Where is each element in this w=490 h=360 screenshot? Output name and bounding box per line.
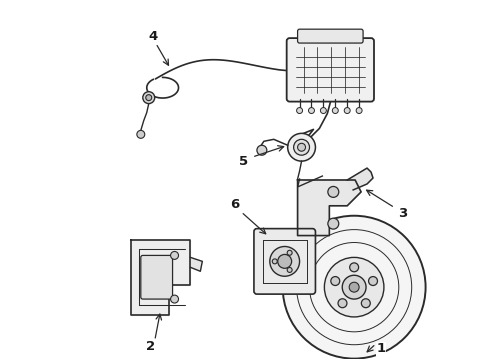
Text: 1: 1: [376, 342, 386, 355]
Circle shape: [294, 139, 310, 155]
Circle shape: [324, 257, 384, 317]
Circle shape: [143, 92, 155, 104]
Text: 2: 2: [146, 340, 155, 353]
Circle shape: [332, 108, 338, 113]
Circle shape: [288, 133, 316, 161]
FancyBboxPatch shape: [141, 255, 172, 299]
Circle shape: [146, 95, 152, 100]
Circle shape: [309, 108, 315, 113]
Text: 5: 5: [240, 155, 248, 168]
Circle shape: [349, 282, 359, 292]
Circle shape: [137, 130, 145, 138]
Circle shape: [283, 216, 426, 359]
Text: 6: 6: [230, 198, 240, 211]
Circle shape: [270, 247, 299, 276]
Circle shape: [361, 299, 370, 308]
Circle shape: [328, 186, 339, 197]
Circle shape: [368, 276, 377, 285]
Text: 4: 4: [148, 30, 157, 42]
Polygon shape: [297, 180, 361, 235]
Circle shape: [257, 145, 267, 155]
Circle shape: [297, 143, 306, 151]
FancyBboxPatch shape: [287, 38, 374, 102]
Circle shape: [350, 263, 359, 272]
Circle shape: [171, 295, 178, 303]
Circle shape: [278, 255, 292, 268]
Circle shape: [287, 250, 292, 255]
Circle shape: [320, 108, 326, 113]
FancyBboxPatch shape: [254, 229, 316, 294]
Circle shape: [344, 108, 350, 113]
Circle shape: [338, 299, 347, 308]
Text: 3: 3: [398, 207, 407, 220]
Circle shape: [356, 108, 362, 113]
Circle shape: [272, 259, 277, 264]
Circle shape: [171, 251, 178, 260]
Circle shape: [296, 108, 302, 113]
Circle shape: [331, 276, 340, 285]
Circle shape: [287, 267, 292, 273]
Circle shape: [328, 218, 339, 229]
Circle shape: [342, 275, 366, 299]
Polygon shape: [131, 239, 191, 315]
Polygon shape: [191, 257, 202, 271]
Polygon shape: [347, 168, 373, 190]
FancyBboxPatch shape: [297, 29, 363, 43]
